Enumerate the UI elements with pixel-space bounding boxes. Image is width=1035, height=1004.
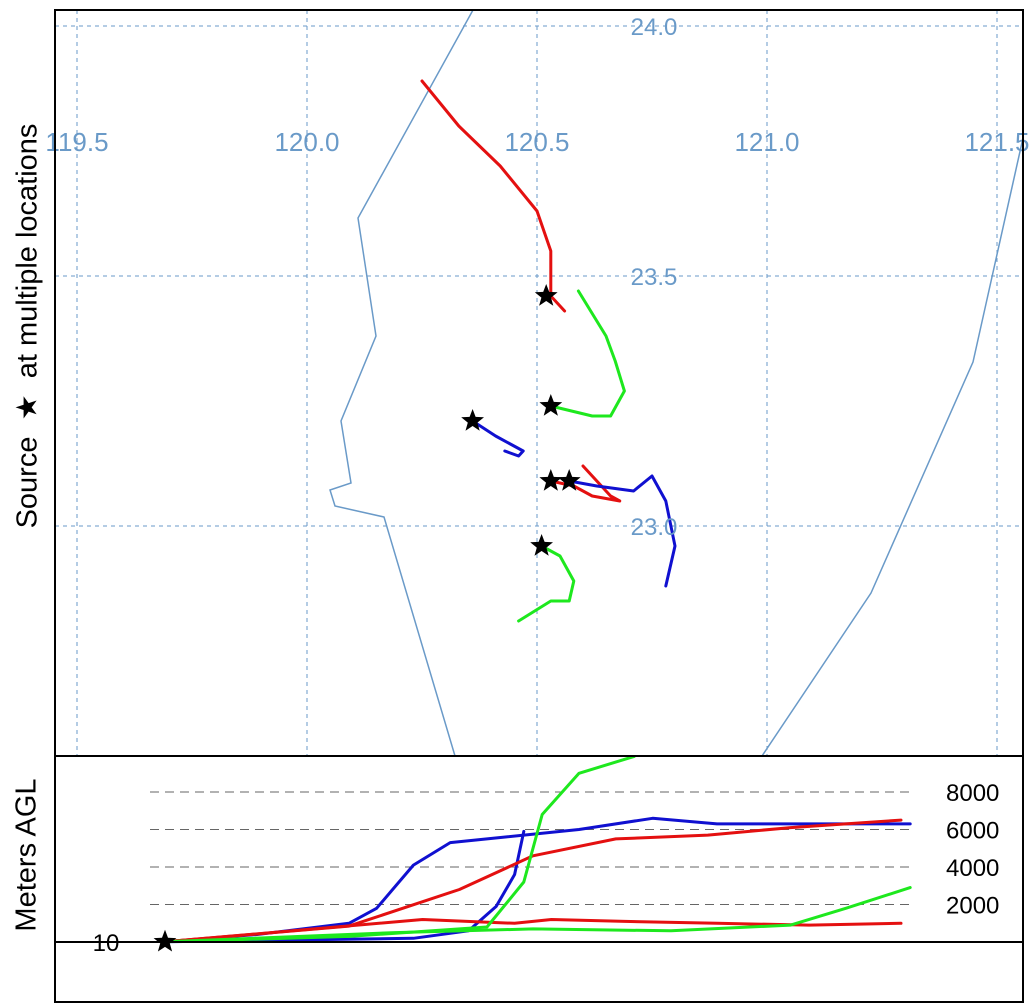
map-grid bbox=[55, 10, 1023, 756]
coastline bbox=[329, 10, 1023, 756]
latitude-label: 23.5 bbox=[631, 264, 678, 291]
star-icon bbox=[153, 929, 177, 952]
longitude-label: 121.0 bbox=[734, 127, 799, 157]
star-icon bbox=[539, 469, 563, 491]
coastline-west bbox=[329, 10, 474, 756]
height-tick-label: 2000 bbox=[946, 893, 999, 920]
height-tick-label: 6000 bbox=[946, 818, 999, 845]
height-trajectories bbox=[163, 756, 912, 944]
height-frame bbox=[54, 755, 1024, 1003]
map-panel: 119.5 120.0 120.5 121.0 121.5 24.023.523.0 bbox=[45, 9, 1030, 757]
trajectory-blue-2 bbox=[471, 419, 525, 458]
height-tick-label: 4000 bbox=[946, 855, 999, 882]
source-markers bbox=[461, 284, 581, 556]
star-icon bbox=[557, 469, 581, 491]
height-source-marker bbox=[153, 929, 177, 952]
star-icon bbox=[534, 284, 558, 306]
latitude-label: 23.0 bbox=[631, 514, 678, 541]
star-icon bbox=[530, 534, 553, 556]
star-icon bbox=[461, 409, 484, 431]
coastline-east bbox=[761, 137, 1023, 756]
star-icon bbox=[539, 394, 563, 416]
longitude-label: 121.5 bbox=[964, 127, 1029, 157]
height-tick-label: 8000 bbox=[946, 780, 999, 807]
height-panel: 10 8000 6000 4000 2000 bbox=[54, 755, 1024, 1003]
longitude-label: 120.0 bbox=[274, 127, 339, 157]
height-trajectory-green-4 bbox=[163, 756, 636, 944]
height-trajectory-green-5 bbox=[163, 886, 912, 944]
height-tick-labels: 8000 6000 4000 2000 bbox=[946, 780, 999, 920]
latitude-labels: 24.0 23.5 23.0 bbox=[631, 14, 678, 541]
height-trajectory-blue-1 bbox=[163, 829, 526, 944]
map-frame bbox=[54, 9, 1024, 757]
start-height-label: 10 bbox=[93, 930, 120, 957]
height-trajectory-blue-0 bbox=[163, 816, 912, 944]
trajectory-green-5 bbox=[517, 544, 576, 623]
longitude-labels: 119.5 120.0 120.5 121.0 121.5 bbox=[45, 127, 1029, 157]
longitude-label: 120.5 bbox=[504, 127, 569, 157]
trajectory-green-1 bbox=[549, 289, 626, 418]
height-gridlines bbox=[150, 791, 915, 905]
trajectory-blue-4 bbox=[567, 474, 677, 588]
height-trajectory-red-2 bbox=[163, 818, 903, 944]
latitude-label: 24.0 bbox=[631, 14, 678, 41]
